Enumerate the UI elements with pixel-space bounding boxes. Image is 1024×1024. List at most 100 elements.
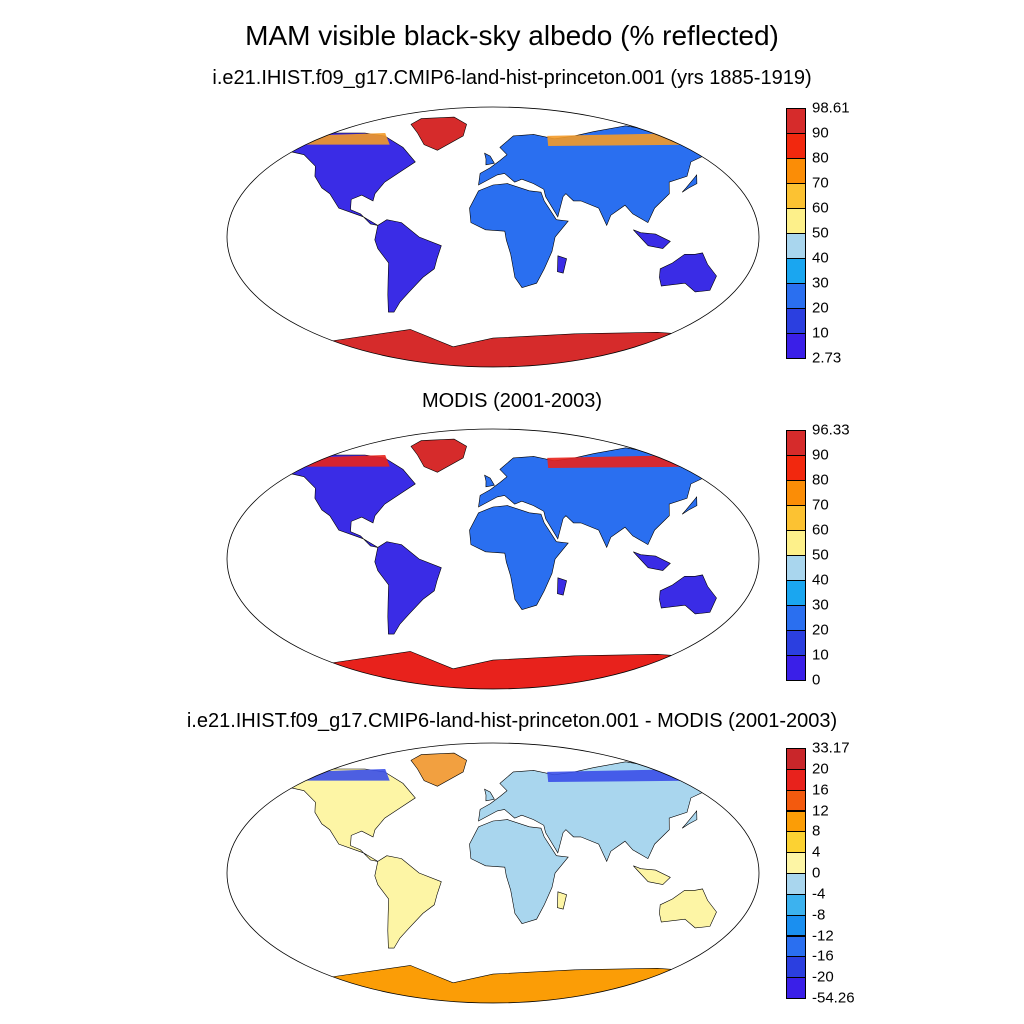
colorbar-tick-label: 60 xyxy=(812,521,829,539)
colorbar-tick-label: 20 xyxy=(812,621,829,639)
colorbar-swatch xyxy=(786,505,806,531)
arctic-band xyxy=(547,133,700,146)
landmass-greenland xyxy=(410,116,467,151)
colorbar-swatch xyxy=(786,768,806,791)
colorbar-tick-label: -4 xyxy=(812,885,826,903)
landmass-southAmerica xyxy=(374,219,442,313)
colorbar-swatch xyxy=(786,655,806,681)
landmass-australia xyxy=(659,574,717,615)
colorbar-swatch xyxy=(786,748,806,770)
colorbar-swatch xyxy=(786,183,806,209)
colorbar-swatch xyxy=(786,133,806,159)
map-outline xyxy=(226,742,760,1004)
landmass-eurasia xyxy=(478,761,743,863)
landmass-japan xyxy=(681,496,698,515)
main-title: MAM visible black-sky albedo (% reflecte… xyxy=(245,20,779,51)
colorbar-tick-label: 50 xyxy=(812,224,829,242)
colorbar-tick-label: 98.61 xyxy=(812,99,850,117)
colorbar-3 xyxy=(786,748,806,999)
landmass-northAmerica xyxy=(262,454,416,548)
colorbar-swatch xyxy=(786,258,806,284)
colorbar-tick-label: 12 xyxy=(812,802,829,819)
colorbar-swatch xyxy=(786,108,806,134)
colorbar-swatch xyxy=(786,893,806,916)
colorbar-tick-label: -12 xyxy=(812,927,834,944)
colorbar-tick-label: 0 xyxy=(812,864,821,882)
colorbar-swatch xyxy=(786,158,806,184)
landmass-uk xyxy=(484,788,495,802)
colorbar-swatch xyxy=(786,630,806,656)
colorbar-tick-label: -8 xyxy=(812,906,826,924)
colorbar-swatch xyxy=(786,873,806,895)
colorbar-swatch xyxy=(786,208,806,234)
colorbar-swatch xyxy=(786,333,806,359)
landmass-africa xyxy=(469,819,569,924)
landmass-northAmerica xyxy=(262,132,416,226)
colorbar-tick-label: 80 xyxy=(812,471,829,489)
colorbar-tick-label: 0 xyxy=(812,671,821,689)
panel-2-map xyxy=(226,428,760,690)
colorbar-tick-label: 20 xyxy=(812,299,829,317)
colorbar-tick-label: 90 xyxy=(812,124,829,142)
landmass-newzealand xyxy=(731,291,751,304)
colorbar-swatch xyxy=(786,580,806,606)
map-outline xyxy=(226,106,760,368)
colorbar-tick-label: 40 xyxy=(812,249,829,267)
colorbar-tick-label: 8 xyxy=(812,822,821,840)
landmass-indonesia xyxy=(633,551,671,571)
colorbar-swatch xyxy=(786,914,806,937)
map-outline xyxy=(226,428,760,690)
map-panel-3 xyxy=(226,742,760,1004)
colorbar-tick-label: 70 xyxy=(812,174,829,192)
landmass-japan xyxy=(681,810,698,829)
colorbar-swatch xyxy=(786,831,806,854)
landmass-madagascar xyxy=(557,891,567,910)
colorbar-swatch xyxy=(786,935,806,958)
colorbar-swatch xyxy=(786,430,806,456)
landmass-newzealand xyxy=(731,927,751,940)
colorbar-swatch xyxy=(786,555,806,581)
landmass-uk xyxy=(484,152,495,166)
panel-1-subtitle: i.e21.IHIST.f09_g17.CMIP6-land-hist-prin… xyxy=(212,67,812,89)
colorbar-2 xyxy=(786,430,806,681)
map-panel-1 xyxy=(226,106,760,368)
colorbar-swatch xyxy=(786,956,806,979)
landmass-antarctica xyxy=(248,329,738,367)
colorbar-tick-label: 80 xyxy=(812,149,829,167)
colorbar-tick-label: 90 xyxy=(812,446,829,464)
panel-2-subtitle: MODIS (2001-2003) xyxy=(421,390,603,412)
landmass-eurasia xyxy=(478,125,743,227)
colorbar-swatch xyxy=(786,308,806,334)
colorbar-tick-label: 33.17 xyxy=(812,739,850,757)
landmass-southAmerica xyxy=(374,541,442,635)
colorbar-1 xyxy=(786,108,806,359)
landmass-madagascar xyxy=(557,577,567,596)
arctic-band xyxy=(300,769,390,781)
colorbar-tick-label: 2.73 xyxy=(812,349,842,367)
colorbar-tick-label: -54.26 xyxy=(812,989,855,1007)
landmass-greenland xyxy=(410,438,467,473)
colorbar-swatch xyxy=(786,480,806,506)
landmass-antarctica xyxy=(248,965,738,1003)
landmass-antarctica xyxy=(248,651,738,689)
landmass-japan xyxy=(681,174,698,193)
landmass-greenland xyxy=(410,752,467,787)
colorbar-swatch xyxy=(786,455,806,481)
colorbar-tick-label: 40 xyxy=(812,571,829,589)
colorbar-swatch xyxy=(786,530,806,556)
colorbar-swatch xyxy=(786,789,806,812)
landmass-australia xyxy=(659,888,717,929)
arctic-band xyxy=(547,769,700,782)
colorbar-swatch xyxy=(786,233,806,259)
landmass-indonesia xyxy=(633,229,671,249)
colorbar-swatch xyxy=(786,810,806,833)
colorbar-tick-label: -20 xyxy=(812,968,834,986)
colorbar-swatch xyxy=(786,852,806,874)
colorbar-swatch xyxy=(786,283,806,309)
colorbar-tick-label: 4 xyxy=(812,843,821,861)
landmass-indonesia xyxy=(633,865,671,885)
colorbar-tick-label: 30 xyxy=(812,596,829,614)
colorbar-tick-label: 30 xyxy=(812,274,829,292)
arctic-band xyxy=(300,133,390,145)
landmass-newzealand xyxy=(731,613,751,626)
